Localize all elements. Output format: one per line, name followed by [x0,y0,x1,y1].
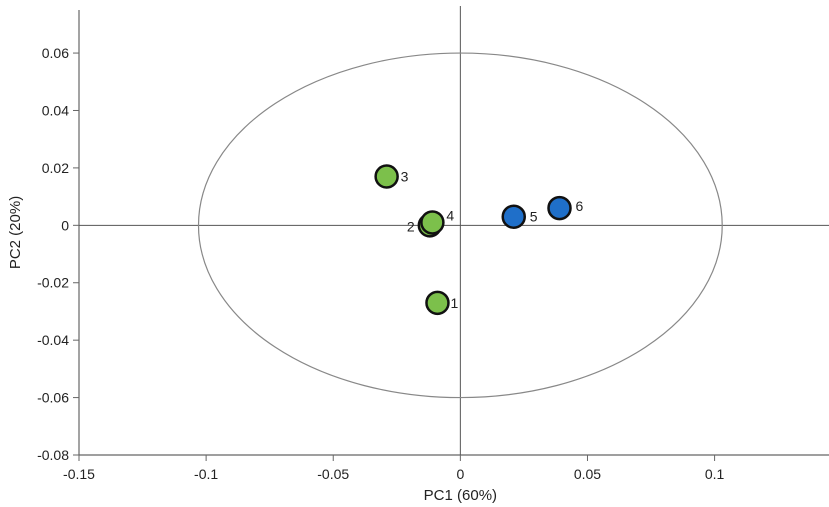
data-point [547,195,572,221]
y-tick-label: -0.02 [37,275,69,291]
x-tick-label: -0.1 [194,466,218,482]
point-label: 1 [450,295,458,311]
x-tick-label: 0.1 [705,466,725,482]
x-axis-title: PC1 (60%) [424,487,497,504]
y-tick-label: 0.02 [42,160,69,176]
x-tick-label: -0.15 [63,466,95,482]
confidence-ellipse [197,52,723,399]
point-label: 2 [407,218,415,234]
y-axis-title: PC2 (20%) [7,196,24,269]
y-tick-label: 0.06 [42,45,69,61]
points-layer: 1 2 3 4 5 6 [374,164,584,316]
data-point [425,290,450,316]
x-tick-label: -0.05 [317,466,349,482]
point-label: 6 [576,198,584,214]
point-label: 3 [401,169,409,185]
y-tick-label: -0.08 [37,447,69,463]
x-tick-label: 0.05 [574,466,601,482]
data-point [420,210,445,235]
y-tick-label: -0.04 [37,332,69,348]
point-label: 4 [446,207,454,223]
point-label: 5 [530,209,538,225]
y-tick-label: 0 [61,217,69,233]
data-point [374,164,399,189]
y-tick-label: -0.06 [37,390,69,406]
x-tick-label: 0 [456,466,464,482]
data-point [501,204,526,229]
y-tick-label: 0.04 [42,102,69,118]
confidence-ellipse-layer [197,52,723,399]
